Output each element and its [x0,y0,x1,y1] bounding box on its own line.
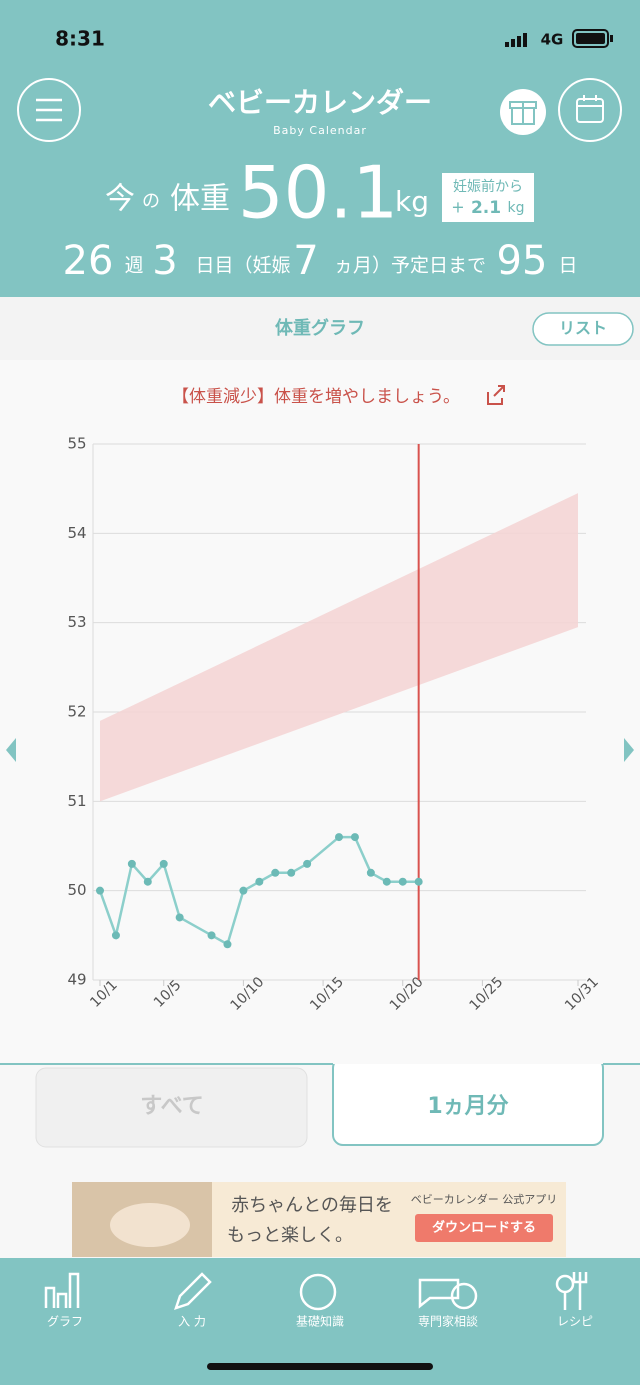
gain-value: 2.1 [471,198,501,218]
weeks-unit: 週 [124,255,143,277]
weight-point [398,877,407,886]
tab-all-label[interactable]: すべて [140,1094,204,1119]
nav-label[interactable]: 専門家相談 [418,1314,478,1329]
weight-point [303,859,312,868]
weight-point [239,886,248,895]
ad-button[interactable] [415,1214,553,1242]
weight-point [366,868,375,877]
weight-point [143,877,152,886]
weight-point [414,877,423,886]
logo-sub: Baby Calendar [273,124,367,137]
weight-point [207,931,216,940]
y-tick-label: 53 [67,613,86,631]
y-tick-label: 49 [67,971,86,989]
weight-point [255,877,264,886]
ad-app: ベビーカレンダー 公式アプリ [411,1192,558,1206]
weight-point [350,833,359,842]
gain-unit: kg [508,200,525,216]
home-indicator [207,1363,433,1370]
ad-button-label[interactable]: ダウンロードする [432,1220,536,1236]
y-tick-label: 50 [67,881,86,899]
menu-button[interactable] [17,78,81,142]
y-tick-label: 54 [67,524,86,542]
y-tick-label: 51 [67,792,86,810]
weight-now: 今 [105,182,135,217]
gain-box [442,173,534,222]
weight-point [382,877,391,886]
weight-point [223,940,232,949]
calendar-button[interactable] [558,78,622,142]
list-button[interactable] [532,312,634,346]
months: 7 [293,238,318,284]
days-unit: 日目（妊娠 [195,255,290,277]
remaining: 95 [497,238,548,284]
ad-line1: 赤ちゃんとの毎日を [231,1195,393,1216]
nav-label[interactable]: 基礎知識 [296,1315,344,1329]
weight-point [159,859,168,868]
nav-label[interactable]: グラフ [47,1315,83,1329]
weight-point [127,859,136,868]
nav-label[interactable]: 入 力 [178,1315,206,1329]
graph-title: 体重グラフ [275,317,365,339]
days: 3 [152,238,177,284]
battery [572,29,613,48]
weight-label: 体重 [170,182,230,217]
next-arrow[interactable] [624,738,634,762]
nav-label[interactable]: レシピ [557,1315,593,1329]
weight-value: 50.1 [238,151,398,235]
target-band [100,493,578,802]
ad-line2: もっと楽しく。 [227,1225,353,1246]
tab-top-mask [0,1050,640,1064]
signal [505,33,527,47]
weight-point [96,886,104,895]
prev-arrow[interactable] [6,738,16,762]
gift-button[interactable] [500,89,546,135]
y-tick-label: 52 [67,703,86,721]
weight-point [287,868,296,877]
weight-point [271,868,280,877]
tab-all[interactable] [35,1067,308,1148]
remaining-unit: 日 [558,255,577,277]
weight-point [111,931,120,940]
nav-icons [44,1272,588,1311]
external-link-icon[interactable] [487,385,505,405]
months-unit: ヵ月）予定日まで [334,255,486,277]
network: 4G [541,31,564,49]
warning[interactable]: 【体重減少】体重を増やしましょう。 [172,387,460,407]
list-button-label[interactable]: リスト [559,319,607,338]
gain-sign: + [451,198,464,217]
logo: ベビーカレンダー [208,86,432,119]
y-tick-label: 55 [67,435,86,453]
weight-point [335,833,343,842]
tab-month-label[interactable]: 1ヵ月分 [427,1094,508,1119]
weeks: 26 [63,238,114,284]
header-bg [0,0,640,297]
weight-unit: kg [395,185,429,218]
gain-label: 妊娠前から [453,178,523,195]
weight-no: の [142,191,160,212]
weight-point [175,913,184,922]
time: 8:31 [55,27,105,51]
